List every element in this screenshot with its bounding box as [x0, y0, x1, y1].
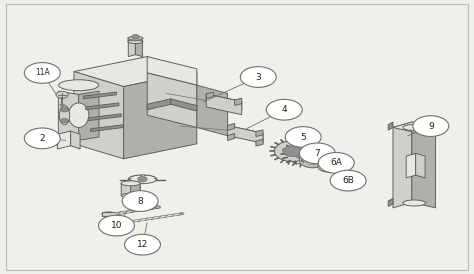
Polygon shape	[235, 98, 242, 105]
Circle shape	[46, 145, 50, 147]
Circle shape	[318, 160, 338, 172]
Polygon shape	[147, 73, 197, 127]
Ellipse shape	[69, 103, 89, 127]
Polygon shape	[86, 103, 119, 110]
Polygon shape	[147, 99, 171, 110]
Circle shape	[125, 234, 160, 255]
Circle shape	[61, 108, 68, 112]
Polygon shape	[136, 38, 143, 56]
Circle shape	[266, 99, 302, 120]
Polygon shape	[91, 125, 124, 132]
Circle shape	[300, 153, 326, 168]
Ellipse shape	[403, 200, 426, 206]
Ellipse shape	[123, 221, 132, 223]
Polygon shape	[197, 85, 228, 136]
Polygon shape	[393, 122, 412, 208]
Circle shape	[285, 127, 321, 147]
Polygon shape	[256, 139, 263, 146]
Polygon shape	[416, 153, 425, 178]
Text: 6A: 6A	[330, 158, 342, 167]
Polygon shape	[79, 91, 99, 140]
Text: 12: 12	[137, 240, 148, 249]
Polygon shape	[256, 130, 263, 136]
Circle shape	[286, 144, 322, 164]
Polygon shape	[74, 72, 124, 159]
Ellipse shape	[102, 212, 115, 216]
Text: 6B: 6B	[342, 176, 354, 185]
Text: 10: 10	[111, 221, 122, 230]
Text: 8: 8	[137, 196, 143, 206]
Polygon shape	[335, 170, 346, 178]
Polygon shape	[131, 181, 140, 196]
Circle shape	[305, 156, 320, 164]
Circle shape	[274, 141, 310, 162]
Polygon shape	[388, 122, 393, 130]
Text: 9: 9	[428, 122, 434, 131]
Text: 11A: 11A	[35, 68, 50, 78]
Circle shape	[24, 62, 60, 83]
Circle shape	[318, 153, 354, 173]
Polygon shape	[412, 122, 436, 208]
Ellipse shape	[403, 124, 426, 130]
Circle shape	[46, 136, 50, 138]
Circle shape	[300, 143, 335, 164]
Polygon shape	[74, 56, 197, 87]
Ellipse shape	[128, 175, 156, 184]
Text: 3: 3	[255, 73, 261, 82]
Ellipse shape	[155, 206, 160, 209]
Circle shape	[138, 176, 147, 182]
Ellipse shape	[60, 104, 64, 106]
Circle shape	[56, 91, 68, 98]
Polygon shape	[228, 125, 263, 143]
Text: 5: 5	[301, 133, 306, 141]
Circle shape	[295, 149, 314, 159]
Circle shape	[99, 215, 135, 236]
Text: 7: 7	[314, 149, 320, 158]
Polygon shape	[88, 114, 121, 121]
Circle shape	[322, 163, 334, 169]
Ellipse shape	[180, 213, 184, 215]
Ellipse shape	[128, 40, 143, 44]
Polygon shape	[71, 131, 80, 149]
Polygon shape	[124, 72, 197, 159]
Polygon shape	[147, 56, 197, 85]
Polygon shape	[58, 91, 79, 140]
Ellipse shape	[59, 106, 70, 125]
Polygon shape	[57, 131, 71, 149]
Circle shape	[122, 191, 158, 212]
Polygon shape	[206, 94, 242, 110]
Polygon shape	[406, 153, 416, 178]
Circle shape	[330, 170, 366, 191]
Polygon shape	[83, 92, 117, 99]
Circle shape	[337, 172, 344, 176]
Text: 2: 2	[39, 134, 45, 143]
Polygon shape	[388, 198, 393, 207]
Text: 4: 4	[282, 105, 287, 114]
Ellipse shape	[121, 193, 140, 198]
Circle shape	[413, 116, 449, 136]
Ellipse shape	[356, 175, 361, 177]
Polygon shape	[121, 181, 131, 196]
Polygon shape	[128, 38, 136, 56]
Bar	[102, 212, 115, 216]
Ellipse shape	[59, 80, 99, 91]
Circle shape	[283, 146, 302, 157]
Ellipse shape	[121, 181, 140, 186]
Circle shape	[61, 118, 68, 123]
Circle shape	[24, 128, 60, 149]
Circle shape	[132, 35, 139, 39]
Polygon shape	[206, 94, 242, 115]
Polygon shape	[228, 133, 235, 141]
Polygon shape	[228, 125, 263, 141]
Circle shape	[240, 67, 276, 87]
Polygon shape	[171, 99, 197, 111]
Polygon shape	[206, 92, 213, 98]
Polygon shape	[228, 123, 235, 130]
Ellipse shape	[128, 36, 143, 40]
Circle shape	[46, 140, 50, 143]
Polygon shape	[393, 122, 436, 133]
